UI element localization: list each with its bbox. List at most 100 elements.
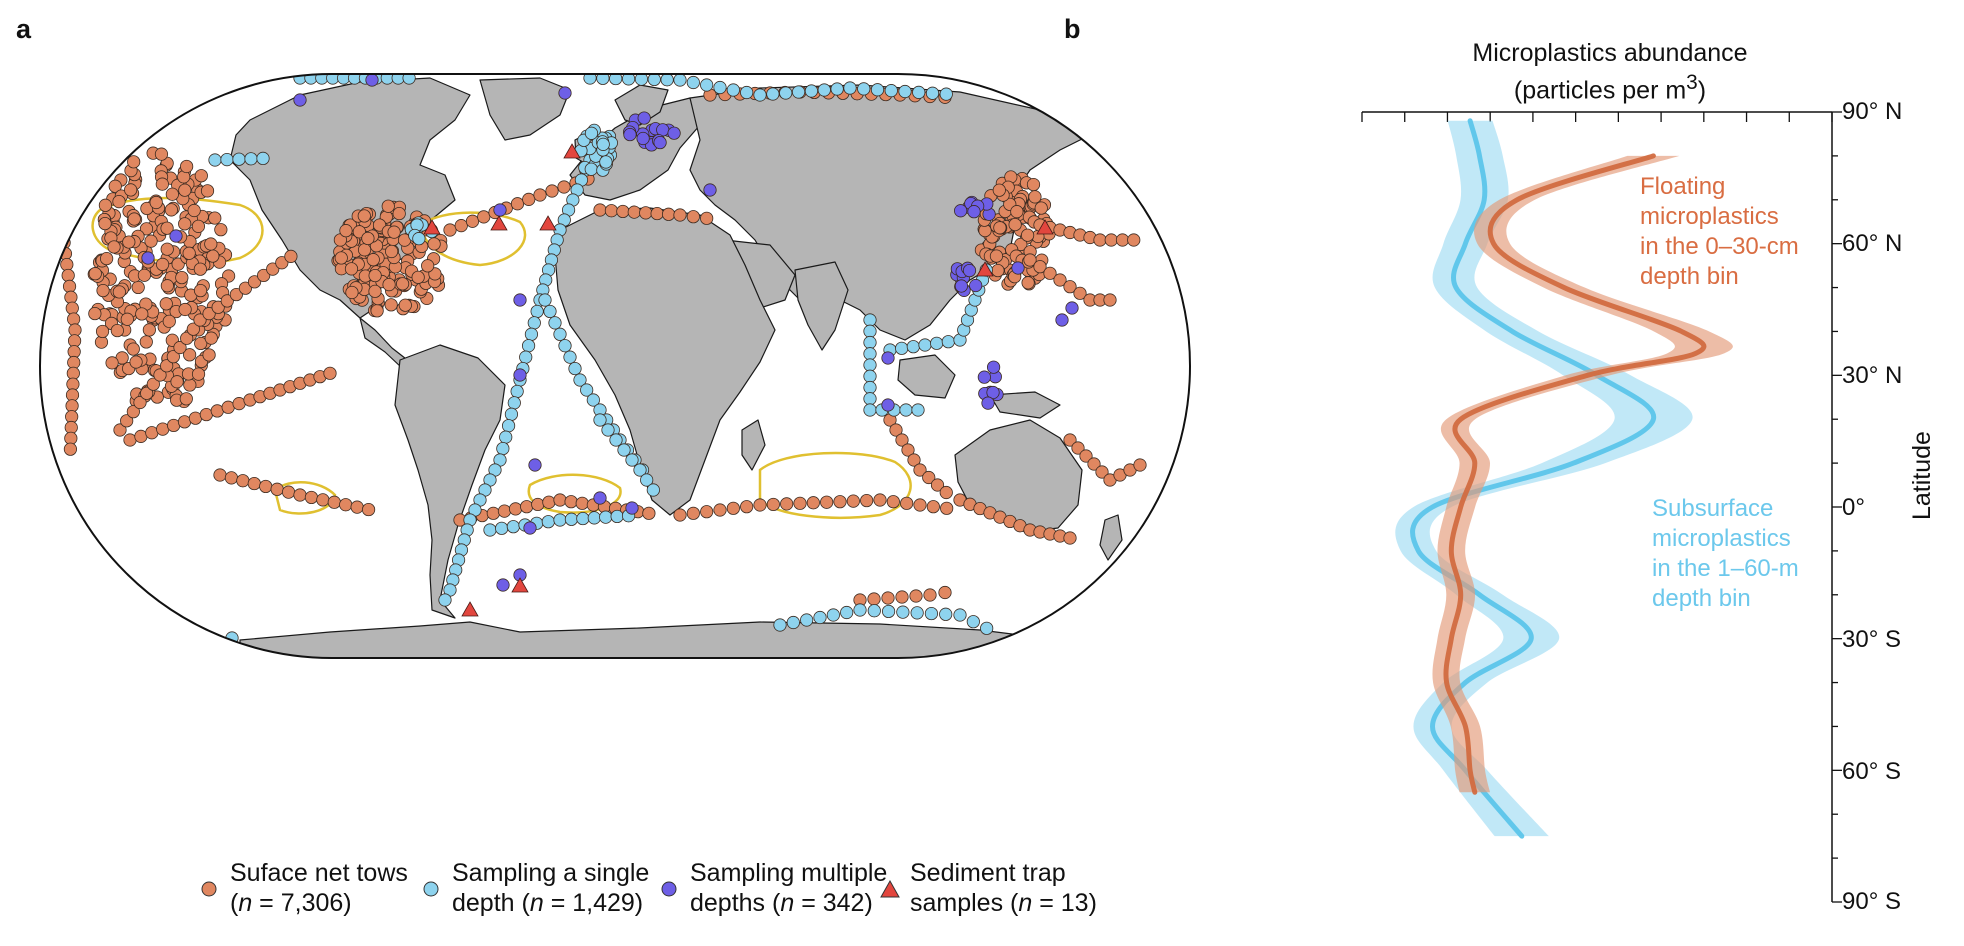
- sediment-trap-marker: [461, 601, 479, 617]
- surface-tow-marker: [345, 285, 359, 300]
- surface-tow-marker: [368, 284, 382, 298]
- single-depth-marker: [800, 613, 814, 627]
- surface-tow-marker: [162, 314, 176, 328]
- south-pacific-gyre: [273, 480, 337, 515]
- floating-annotation: Floating microplastics in the 0–30-cm de…: [1640, 173, 1799, 290]
- surface-tow-marker: [900, 496, 914, 510]
- single-depth-marker: [898, 84, 912, 99]
- multiple-depth-marker: [493, 203, 507, 217]
- series-layer: [1395, 118, 1733, 839]
- surface-tow-marker: [194, 336, 208, 351]
- single-depth-marker: [599, 155, 613, 169]
- multiple-depth-marker: [365, 74, 379, 87]
- single-depth-marker: [580, 383, 594, 397]
- surface-tow-marker: [180, 159, 194, 174]
- surface-tow-marker: [557, 180, 571, 194]
- surface-tow-marker: [384, 298, 398, 312]
- surface-tow-marker: [886, 495, 900, 509]
- surface-tow-marker: [793, 496, 807, 510]
- single-depth-marker: [867, 604, 881, 618]
- surface-tow-marker: [178, 302, 192, 317]
- panel-label-a: a: [16, 14, 32, 44]
- single-depth-marker: [609, 74, 623, 86]
- new-guinea: [989, 391, 1061, 419]
- surface-tow-marker: [100, 251, 114, 266]
- surface-tow-marker: [193, 313, 207, 327]
- surface-tow-marker: [443, 223, 457, 237]
- surface-tow-marker: [88, 306, 102, 321]
- surface-tow-marker: [126, 342, 140, 356]
- surface-tow-marker: [120, 414, 134, 428]
- surface-tow-marker: [154, 147, 169, 161]
- surface-tow-marker: [180, 331, 194, 345]
- single-depth-marker: [617, 443, 631, 457]
- multiple-depth-marker: [1011, 261, 1025, 275]
- multiple-depth-marker: [623, 127, 637, 142]
- lat-tick-label: 60° S: [1842, 758, 1901, 785]
- surface-tow-marker: [105, 356, 119, 370]
- sediment-trap-marker: [976, 261, 994, 277]
- single-depth-markers: [208, 74, 994, 645]
- surface-tow-marker: [846, 494, 860, 508]
- multiple-depth-marker: [986, 385, 1000, 400]
- surface-tow-marker: [1063, 433, 1077, 447]
- single-depth-marker: [786, 615, 800, 630]
- multiple-depth-marker: [969, 278, 983, 293]
- single-depth-marker: [538, 293, 552, 307]
- single-depth-marker: [966, 615, 980, 629]
- surface-tow-marker: [155, 257, 170, 272]
- surface-tow-marker: [170, 375, 184, 389]
- surface-tow-marker: [153, 368, 167, 382]
- surface-tow-marker: [63, 442, 78, 456]
- surface-tow-marker: [1127, 233, 1141, 247]
- multiple-depth-marker: [513, 368, 527, 382]
- surface-tow-marker: [926, 500, 940, 514]
- single-depth-marker: [634, 74, 649, 86]
- single-depth-marker: [804, 84, 819, 98]
- surface-tow-marker: [127, 155, 141, 169]
- surface-tow-marker: [372, 218, 387, 232]
- surface-tow-marker: [382, 278, 396, 292]
- surface-tow-marker: [186, 322, 200, 336]
- surface-tow-marker: [1008, 217, 1022, 232]
- single-depth-marker: [766, 87, 780, 101]
- y-axis-label: Latitude: [1908, 431, 1936, 520]
- surface-tow-marker: [1034, 201, 1048, 215]
- surface-tow-marker: [179, 392, 193, 406]
- surface-tow-marker: [344, 262, 359, 276]
- map-content: [40, 74, 1190, 658]
- sediment-trap-marker: [490, 215, 508, 231]
- surface-tow-marker: [780, 497, 794, 511]
- single-depth-marker: [773, 618, 787, 632]
- surface-tow-marker: [1087, 457, 1101, 471]
- legend-single-depth: Sampling a single depth (n = 1,429): [423, 858, 649, 918]
- surface-tow-marker: [187, 203, 201, 218]
- single-depth-marker: [791, 85, 806, 99]
- surface-tow-marker: [160, 359, 174, 373]
- chart-title-line1: Microplastics abundance: [1472, 39, 1748, 67]
- surface-tow-marker: [257, 268, 271, 283]
- single-depth-marker: [438, 593, 452, 607]
- multiple-depth-marker: [293, 93, 307, 107]
- single-depth-marker: [896, 605, 910, 619]
- surface-tow-marker: [510, 197, 525, 211]
- surface-tow-marker: [214, 223, 228, 237]
- surface-tow-marker: [238, 281, 253, 295]
- multiple-depth-marker: [625, 501, 639, 515]
- surface-tow-marker: [334, 251, 348, 265]
- purple-circle-icon: [661, 881, 677, 897]
- surface-tow-marker: [806, 496, 820, 510]
- multiple-depth-marker: [141, 251, 155, 265]
- single-depth-marker: [563, 350, 577, 364]
- lat-tick-label: 60° N: [1842, 230, 1903, 257]
- single-depth-marker: [826, 608, 840, 622]
- surface-tow-marker: [107, 240, 121, 254]
- surface-tow-marker: [166, 350, 180, 364]
- multiple-depth-marker: [977, 370, 991, 384]
- surface-tow-marker: [673, 208, 687, 222]
- surface-tow-marker: [98, 216, 112, 231]
- surface-tow-marker: [700, 505, 714, 519]
- multiple-depth-marker: [593, 491, 607, 505]
- legend-trap-label: Sediment trap: [910, 859, 1066, 887]
- surface-tow-marker: [202, 348, 216, 362]
